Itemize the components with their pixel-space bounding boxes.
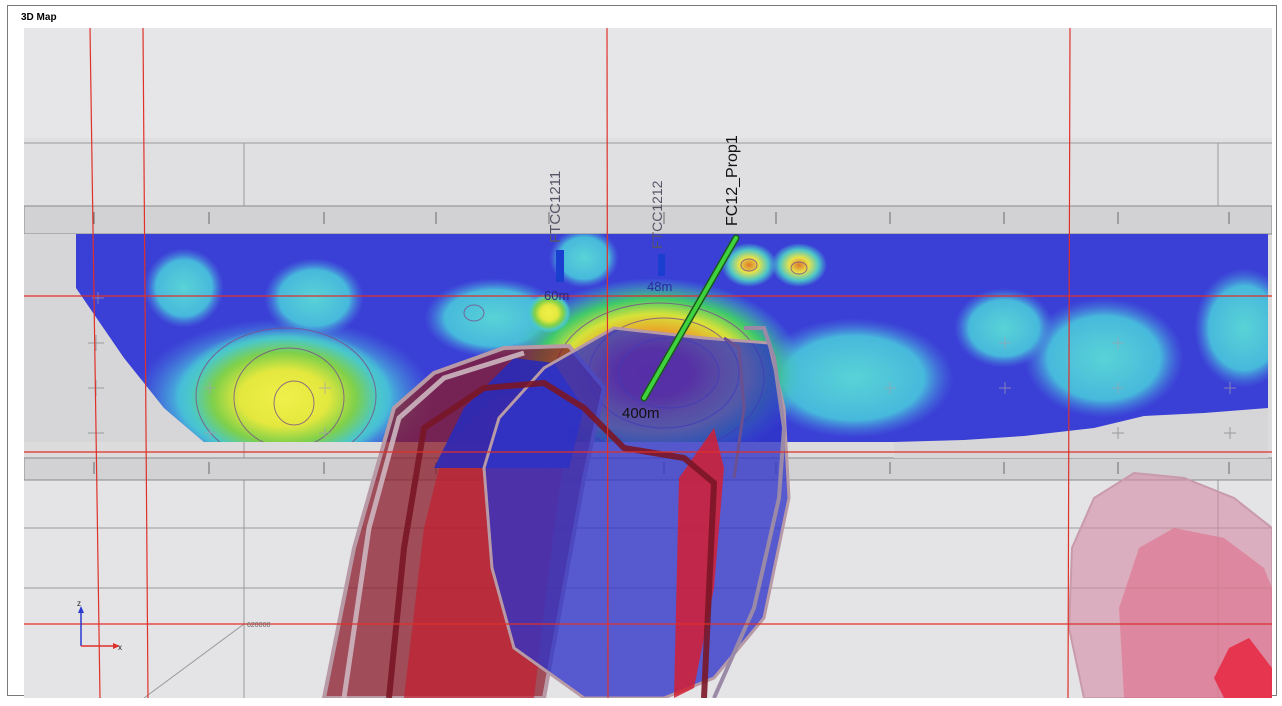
axis-x-label: x [118,643,122,652]
section-margin-right [894,408,1268,458]
drillhole-ftcc1212-depth: 48m [647,279,672,294]
drillhole-fc12-prop1[interactable]: FC12_Prop1 400m [622,135,741,422]
grid-crosses [88,335,1236,441]
3d-map-viewport[interactable]: FTCC1211 60m FTCC1212 48m FC12_Prop1 400… [24,28,1272,698]
drillhole-ftcc1212-label: FTCC1212 [649,180,665,249]
drillhole-ftcc1211-label: FTCC1211 [547,171,564,243]
drillhole-fc12-prop1-label: FC12_Prop1 [724,135,741,226]
map-window: 3D Map [7,5,1277,698]
drillhole-ftcc1211[interactable]: FTCC1211 60m [544,171,569,303]
upper-plane [24,28,1272,138]
drillhole-ftcc1211-trace[interactable] [556,250,564,282]
grid-coordinate-label: 620000 [247,622,270,629]
secondary-orebody [1067,471,1272,698]
drillhole-fc12-prop1-trace[interactable] [642,236,738,400]
axes-triad: z x [77,599,122,652]
drillhole-ftcc1212[interactable]: FTCC1212 48m [647,180,672,294]
drillhole-ftcc1211-depth: 60m [544,288,569,303]
drillhole-ftcc1212-trace[interactable] [658,254,665,276]
axis-z-label: z [77,599,81,608]
red-grid [24,28,1272,698]
3d-scene[interactable]: FTCC1211 60m FTCC1212 48m FC12_Prop1 400… [24,28,1272,698]
orebody-shells [321,326,791,698]
mid-plane [24,138,1272,208]
drillhole-fc12-prop1-depth: 400m [622,405,660,422]
window-title: 3D Map [21,12,57,23]
section-margin-left [24,234,204,442]
